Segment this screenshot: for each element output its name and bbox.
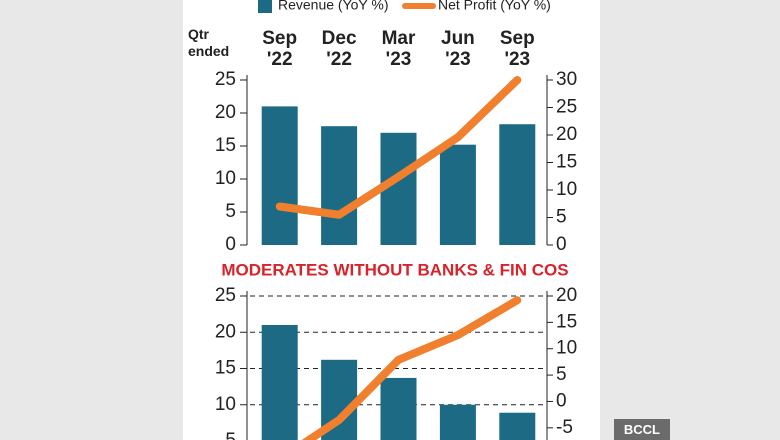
y2-tick-label: 20 [556,124,577,145]
y-tick-label: 0 [225,234,236,255]
y2-tick-label: 30 [556,69,577,90]
y-tick-label: 5 [225,201,236,222]
y2-tick-label: 0 [556,234,567,255]
bar [261,325,298,440]
y-tick-label: 15 [215,135,236,156]
y-tick-label: 20 [215,321,236,342]
y2-tick-label: 0 [556,390,567,411]
y2-tick-label: 25 [556,97,577,118]
bar [439,144,476,245]
bar [499,124,536,245]
legend-label: Revenue (YoY %) [278,0,389,13]
x-tick-label: Mar '23 [381,28,416,70]
x-tick-label: Jun '23 [441,28,475,70]
y2-tick-label: 5 [556,207,567,228]
y2-tick-label: 5 [556,364,567,385]
x-tick-label: Dec '22 [321,28,357,70]
profit-line [301,296,522,440]
y2-tick-label: 20 [556,285,577,306]
bar [321,126,358,245]
y-tick-label: 10 [215,394,236,415]
y2-tick-label: 15 [556,152,577,173]
y2-tick-label: 10 [556,338,577,359]
y-tick-label: 15 [215,358,236,379]
bar [380,377,417,440]
legend-swatch [258,0,272,13]
bar [261,106,298,246]
x-axis-label: Qtr ended [188,26,230,59]
y-tick-label: 10 [215,168,236,189]
watermark: BCCL [613,419,670,440]
y-tick-label: 25 [215,285,236,306]
x-tick-label: Sep '22 [262,28,298,70]
y2-tick-label: 10 [556,179,577,200]
bar [499,412,536,440]
x-tick-label: Sep '23 [499,28,535,70]
y2-tick-label: -5 [556,417,573,438]
bar [439,404,476,440]
profit-line [275,76,522,219]
y-tick-label: 5 [225,430,236,440]
y-tick-label: 20 [215,102,236,123]
chart-title: MODERATES WITHOUT BANKS & FIN COS [221,260,568,279]
legend-label: Net Profit (YoY %) [438,0,551,13]
y-tick-label: 25 [215,69,236,90]
y2-tick-label: 15 [556,311,577,332]
